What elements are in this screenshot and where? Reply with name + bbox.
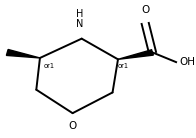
Text: or1: or1 xyxy=(118,63,129,69)
Text: H
N: H N xyxy=(76,9,83,29)
Polygon shape xyxy=(6,50,40,58)
Text: O: O xyxy=(68,121,77,131)
Polygon shape xyxy=(118,50,153,59)
Text: O: O xyxy=(141,5,149,15)
Text: OH: OH xyxy=(180,57,196,67)
Text: or1: or1 xyxy=(44,63,54,69)
